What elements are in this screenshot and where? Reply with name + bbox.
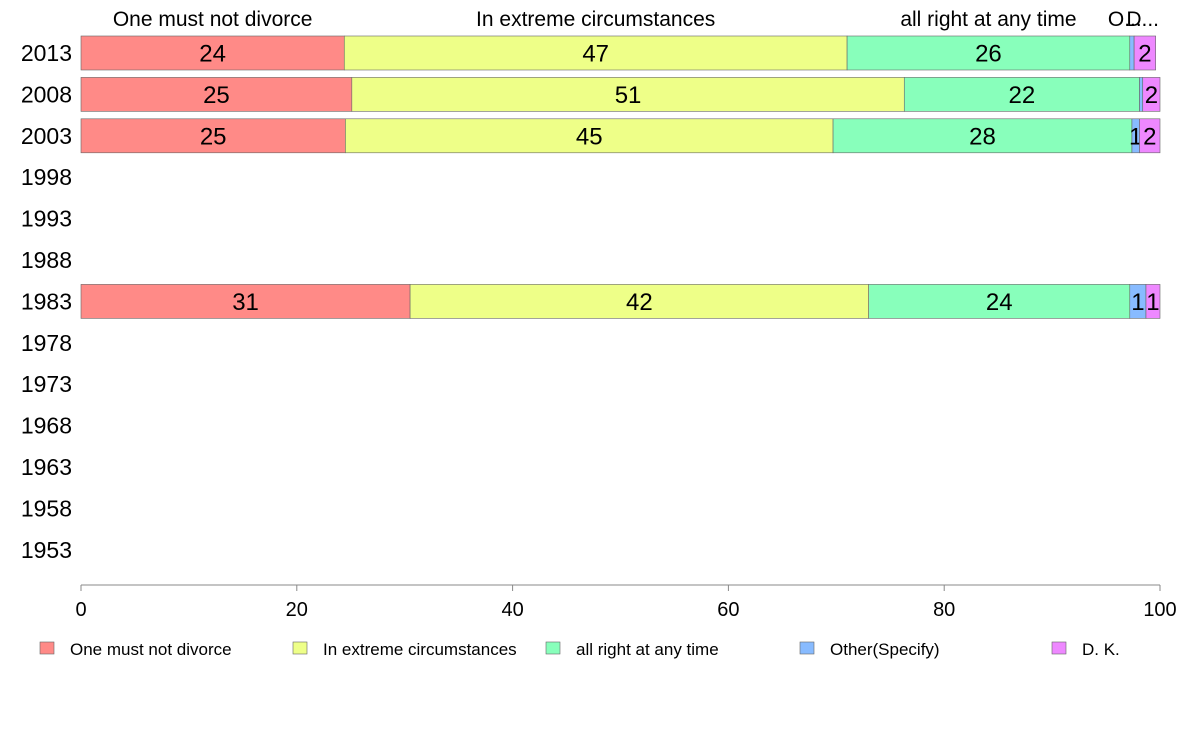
data-label: 25: [203, 82, 230, 109]
column-header-labels: One must not divorce In extreme circumsta…: [113, 8, 1159, 31]
data-label: 24: [199, 41, 226, 68]
bar-segment: [409, 284, 869, 319]
bar-segment: [1145, 284, 1161, 319]
year-label: 1953: [21, 537, 72, 563]
data-label: 2: [1145, 82, 1158, 109]
legend-swatch: [799, 641, 815, 655]
year-label: 1998: [21, 164, 72, 190]
year-label: 1958: [21, 495, 72, 521]
year-label: 1988: [21, 247, 72, 273]
year-label: 1978: [21, 330, 72, 356]
data-label: 25: [200, 123, 227, 150]
x-tick-label: 0: [75, 599, 86, 621]
year-label: 2008: [21, 81, 72, 107]
bar-segment: [343, 35, 848, 71]
legend-label: D. K.: [1082, 640, 1120, 659]
column-header-label: O...: [1108, 8, 1142, 31]
bar-segment: [80, 284, 411, 319]
legend-label: One must not divorce: [70, 640, 232, 659]
data-label: 28: [969, 123, 996, 150]
bar-segment: [80, 77, 353, 112]
data-label: 26: [975, 41, 1002, 68]
year-label: 2003: [21, 123, 72, 149]
bar-segment: [1133, 35, 1156, 71]
x-tick-label: 60: [717, 599, 739, 621]
x-tick-label: 40: [501, 599, 523, 621]
data-label: 45: [576, 123, 603, 150]
bar-segment: [832, 118, 1133, 154]
column-header-label: all right at any time: [900, 8, 1076, 31]
x-tick-label: 20: [286, 599, 308, 621]
x-tick-label: 80: [933, 599, 955, 621]
bar-segment: [868, 284, 1131, 319]
legend-swatch: [545, 641, 561, 655]
bar-segment: [80, 118, 346, 154]
data-label: 1: [1131, 289, 1144, 316]
legend: One must not divorce In extreme circumsta…: [39, 640, 1120, 659]
legend-swatch: [1051, 641, 1067, 655]
bar-segment: [1139, 77, 1144, 112]
legend-swatch: [292, 641, 308, 655]
year-label: 1973: [21, 371, 72, 397]
data-label: 51: [615, 82, 642, 109]
x-tick-label: 100: [1143, 599, 1176, 621]
legend-label: all right at any time: [576, 640, 719, 659]
bar-segments: 24 47 26 225 51 22 225 45 28 1 231 42 24 1 1: [80, 35, 1161, 319]
x-axis: 0 20 40 60 80 100: [75, 584, 1177, 621]
data-label: 1: [1129, 123, 1142, 150]
bar-segment: [1142, 77, 1161, 112]
bar-segment: [1129, 35, 1135, 71]
bar-segment: [1139, 118, 1161, 154]
y-axis-labels: 2013 2008 2003 1998 1993 1988 1983 1978 1973 1968…: [21, 40, 72, 563]
data-label: 1: [1146, 289, 1159, 316]
year-label: 2013: [21, 40, 72, 66]
data-label: 47: [582, 41, 609, 68]
bar-segment: [903, 77, 1140, 112]
data-label: 31: [232, 289, 259, 316]
year-label: 1983: [21, 288, 72, 314]
data-label: 2: [1138, 41, 1151, 68]
year-label: 1963: [21, 454, 72, 480]
bar-segment: [345, 118, 834, 154]
legend-label: Other(Specify): [830, 640, 940, 659]
data-label: 42: [626, 289, 653, 316]
data-label: 2: [1143, 123, 1156, 150]
legend-label: In extreme circumstances: [323, 640, 517, 659]
bar-segment: [351, 77, 905, 112]
legend-swatch: [39, 641, 55, 655]
year-label: 1968: [21, 413, 72, 439]
column-header-label: One must not divorce: [113, 8, 313, 31]
column-header-label: D...: [1126, 8, 1159, 31]
column-header-label: In extreme circumstances: [476, 8, 715, 31]
data-label: 22: [1009, 82, 1036, 109]
data-label: 24: [986, 289, 1013, 316]
year-label: 1993: [21, 206, 72, 232]
